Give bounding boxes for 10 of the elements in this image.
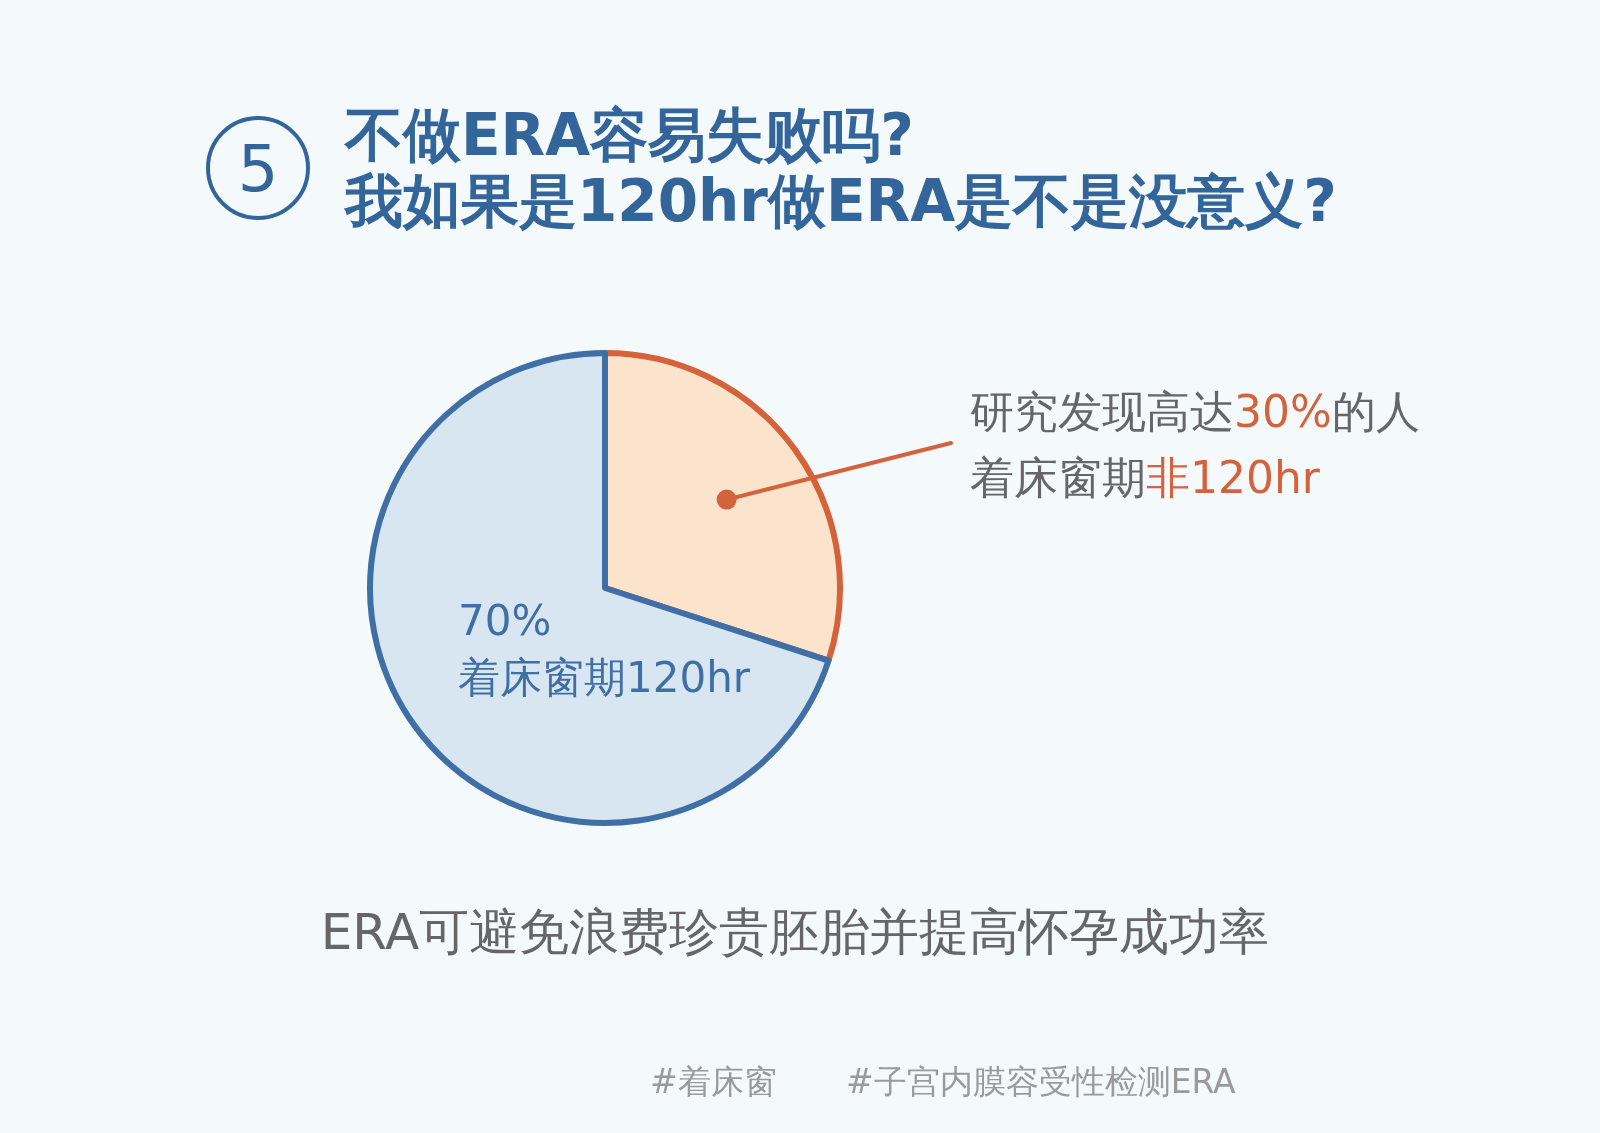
chart-title: 不做ERA容易失败吗? 我如果是120hr做ERA是不是没意义?: [343, 101, 1337, 235]
text: ERA可避免浪费珍贵胚胎并提高怀孕成功率: [320, 903, 1270, 961]
data-label: 研究发现高达30%的人: [970, 386, 1420, 437]
pie-slice: [367, 350, 832, 826]
slice-label: 着床窗期120hr: [458, 653, 751, 702]
slice-label: 着床窗期非120hr: [970, 452, 1321, 503]
text: #子宫内膜容受性检测ERA: [846, 1062, 1237, 1101]
text: 5: [237, 132, 279, 206]
data-label: 70%: [458, 596, 552, 645]
text: #着床窗: [650, 1062, 777, 1101]
